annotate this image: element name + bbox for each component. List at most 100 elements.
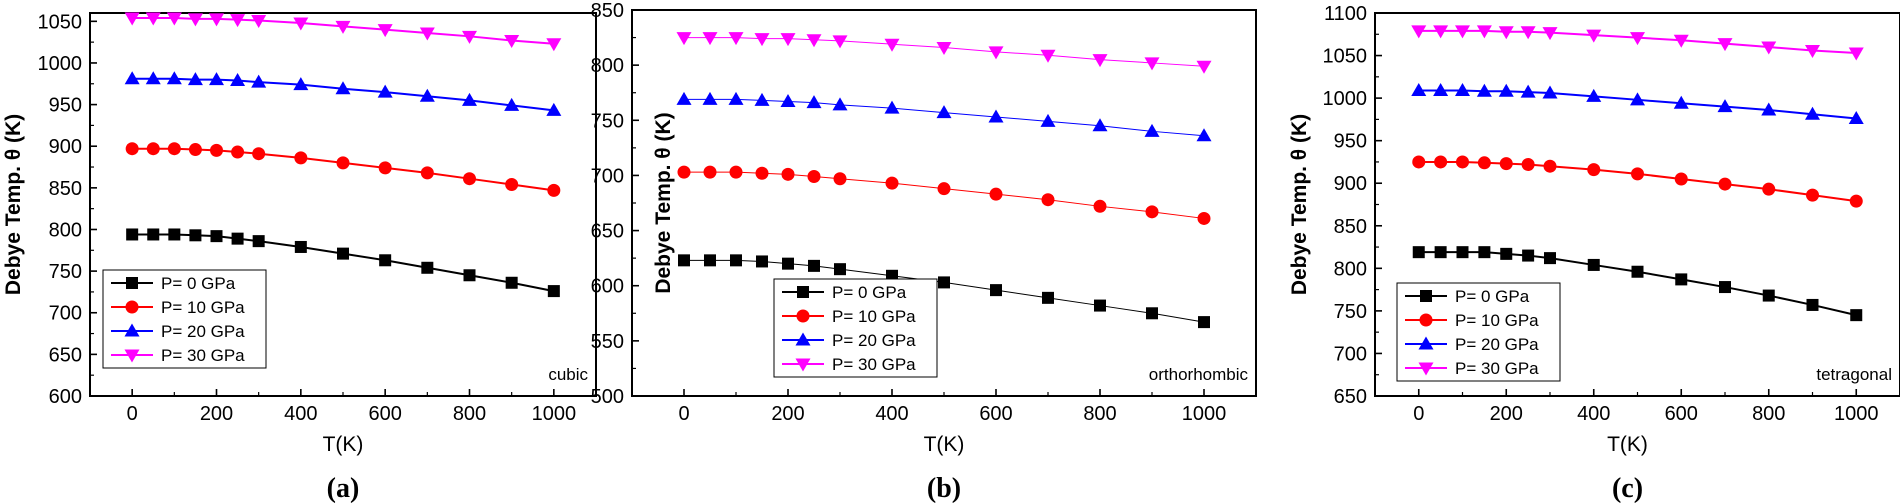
x-tick-label: 200: [200, 403, 233, 425]
x-axis-title: T(K): [323, 433, 364, 456]
data-point: [188, 143, 202, 157]
data-point: [505, 276, 518, 289]
data-point: [1761, 41, 1777, 55]
data-point: [937, 182, 951, 196]
data-point: [1093, 199, 1107, 213]
data-point: [231, 145, 245, 159]
data-point: [1412, 246, 1425, 259]
y-axis-title: Debye Temp. θ (K): [2, 114, 25, 295]
data-point: [187, 72, 203, 86]
y-tick-label: 700: [49, 303, 82, 325]
data-point: [703, 165, 717, 179]
data-point: [806, 95, 822, 109]
data-point: [1719, 281, 1731, 294]
x-tick-label: 800: [1083, 403, 1116, 425]
data-point: [1630, 32, 1645, 46]
data-point: [1092, 54, 1108, 68]
x-tick-label: 0: [127, 403, 138, 425]
data-point: [1498, 26, 1514, 40]
y-tick-label: 950: [1334, 131, 1367, 153]
data-point: [125, 142, 139, 156]
x-tick-label: 0: [678, 403, 689, 425]
legend-marker: [125, 300, 139, 314]
data-point: [1455, 25, 1470, 39]
data-point: [704, 254, 716, 267]
legend-label: P= 0 GPa: [161, 274, 236, 293]
y-tick-label: 1050: [38, 11, 83, 33]
data-point: [1144, 123, 1160, 137]
data-point: [807, 170, 821, 184]
panel-annotation: cubic: [548, 365, 588, 384]
data-point: [1850, 309, 1863, 322]
data-point: [1411, 25, 1427, 39]
data-point: [505, 178, 519, 192]
y-tick-label: 600: [591, 276, 624, 298]
data-point: [166, 71, 182, 85]
data-point: [335, 81, 351, 95]
x-tick-label: 1000: [1834, 403, 1879, 425]
data-point: [1806, 298, 1819, 311]
data-point: [251, 74, 267, 88]
data-point: [1849, 194, 1863, 208]
legend-label: P= 20 GPa: [1455, 335, 1539, 354]
x-tick-label: 400: [1577, 403, 1610, 425]
data-point: [1673, 34, 1689, 48]
legend: P= 0 GPa P= 10 GPa P= 20 GPa P= 30 GPa: [1396, 282, 1561, 382]
data-point: [1848, 47, 1864, 61]
data-point: [1673, 95, 1689, 109]
panel-caption: (c): [1612, 473, 1643, 503]
data-point: [1544, 252, 1556, 265]
data-point: [252, 147, 266, 161]
data-point: [1456, 155, 1469, 169]
y-tick-label: 1100: [1324, 3, 1367, 25]
data-point: [1674, 172, 1688, 186]
data-point: [781, 167, 795, 181]
data-point: [147, 228, 160, 241]
data-point: [1146, 307, 1158, 320]
data-point: [1717, 99, 1733, 113]
legend-marker: [124, 323, 140, 337]
data-point: [1717, 38, 1733, 52]
data-point: [1040, 49, 1056, 63]
data-point: [294, 240, 307, 253]
data-point: [678, 254, 690, 267]
y-tick-label: 700: [1334, 343, 1367, 365]
x-tick-label: 800: [453, 403, 486, 425]
y-tick-label: 850: [49, 178, 82, 200]
chart-panel-b: 0 200 400 600 800 1000 500 550 600 650 700 750 800 85…: [591, 0, 1257, 503]
data-point: [546, 38, 562, 52]
y-tick-label: 800: [591, 55, 624, 77]
legend: P= 0 GPa P= 10 GPa P= 20 GPa P= 30 GPa: [102, 269, 267, 369]
chart-panel-a: 0 200 400 600 800 1000 600 650 700 750 800 850 900 95…: [2, 11, 597, 503]
data-point: [728, 91, 744, 105]
data-point: [808, 259, 820, 272]
data-point: [1762, 289, 1775, 302]
data-point: [546, 102, 562, 116]
data-point: [230, 72, 246, 86]
data-point: [1092, 118, 1108, 132]
data-point: [832, 35, 848, 49]
data-point: [504, 97, 520, 111]
data-point: [782, 257, 794, 270]
x-axis-title: T(K): [1607, 433, 1648, 456]
series-p10: [677, 165, 1211, 225]
data-point: [754, 33, 770, 47]
legend-label: P= 20 GPa: [161, 322, 245, 341]
legend-label: P= 30 GPa: [161, 346, 245, 365]
data-point: [1586, 29, 1602, 43]
series-p0: [1412, 246, 1863, 322]
x-tick-label: 600: [979, 403, 1012, 425]
data-point: [377, 84, 393, 98]
x-tick-label: 600: [368, 403, 401, 425]
data-point: [1521, 157, 1535, 171]
legend-label: P= 30 GPa: [1455, 359, 1539, 378]
y-tick-label: 750: [1334, 301, 1367, 323]
legend: P= 0 GPa P= 10 GPa P= 20 GPa P= 30 GPa: [773, 278, 938, 378]
data-point: [754, 92, 770, 106]
data-point: [988, 109, 1004, 123]
plot-frame: [631, 9, 1257, 397]
legend-marker: [1418, 336, 1434, 350]
data-point: [1434, 155, 1448, 169]
y-tick-label: 750: [49, 261, 82, 283]
y-tick-label: 750: [591, 110, 624, 132]
